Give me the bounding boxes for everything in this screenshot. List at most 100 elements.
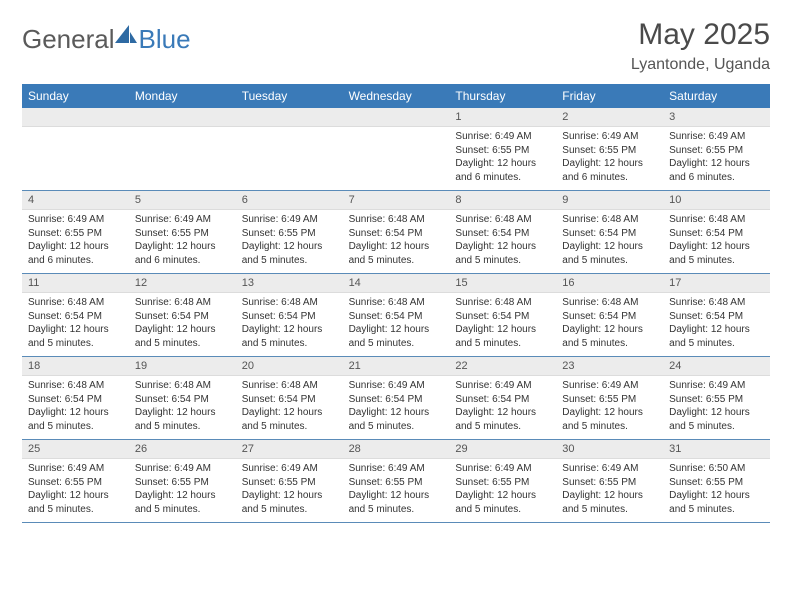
daylight-text: Daylight: 12 hours and 6 minutes.: [135, 240, 230, 267]
date-number: 22: [449, 357, 556, 375]
date-number: 1: [449, 108, 556, 126]
sunset-text: Sunset: 6:54 PM: [135, 310, 230, 324]
sunset-text: Sunset: 6:54 PM: [562, 227, 657, 241]
day-header-row: Sunday Monday Tuesday Wednesday Thursday…: [22, 84, 770, 108]
calendar-cell: 12Sunrise: 6:48 AMSunset: 6:54 PMDayligh…: [129, 274, 236, 356]
sunrise-text: Sunrise: 6:49 AM: [455, 379, 550, 393]
date-number: 26: [129, 440, 236, 458]
daylight-text: Daylight: 12 hours and 5 minutes.: [349, 240, 444, 267]
date-number: [236, 108, 343, 126]
sunset-text: Sunset: 6:54 PM: [28, 310, 123, 324]
calendar-cell: 13Sunrise: 6:48 AMSunset: 6:54 PMDayligh…: [236, 274, 343, 356]
sun-info: Sunrise: 6:49 AMSunset: 6:55 PMDaylight:…: [22, 210, 129, 269]
calendar-cell: 26Sunrise: 6:49 AMSunset: 6:55 PMDayligh…: [129, 440, 236, 522]
sunset-text: Sunset: 6:55 PM: [349, 476, 444, 490]
daylight-text: Daylight: 12 hours and 5 minutes.: [455, 323, 550, 350]
sunset-text: Sunset: 6:54 PM: [455, 227, 550, 241]
calendar-cell: 17Sunrise: 6:48 AMSunset: 6:54 PMDayligh…: [663, 274, 770, 356]
calendar-cell: 19Sunrise: 6:48 AMSunset: 6:54 PMDayligh…: [129, 357, 236, 439]
date-number: 7: [343, 191, 450, 209]
sunrise-text: Sunrise: 6:48 AM: [562, 213, 657, 227]
sunrise-text: Sunrise: 6:48 AM: [28, 296, 123, 310]
daylight-text: Daylight: 12 hours and 6 minutes.: [28, 240, 123, 267]
calendar-cell: 22Sunrise: 6:49 AMSunset: 6:54 PMDayligh…: [449, 357, 556, 439]
logo-word1: General: [22, 24, 115, 55]
week-row: 25Sunrise: 6:49 AMSunset: 6:55 PMDayligh…: [22, 440, 770, 523]
sun-info: Sunrise: 6:49 AMSunset: 6:55 PMDaylight:…: [449, 127, 556, 186]
calendar-cell: 18Sunrise: 6:48 AMSunset: 6:54 PMDayligh…: [22, 357, 129, 439]
date-number: 18: [22, 357, 129, 375]
daylight-text: Daylight: 12 hours and 5 minutes.: [349, 489, 444, 516]
sun-info: Sunrise: 6:48 AMSunset: 6:54 PMDaylight:…: [343, 210, 450, 269]
date-number: 27: [236, 440, 343, 458]
sun-info: Sunrise: 6:49 AMSunset: 6:55 PMDaylight:…: [236, 459, 343, 518]
calendar-cell: 29Sunrise: 6:49 AMSunset: 6:55 PMDayligh…: [449, 440, 556, 522]
page-title: May 2025: [631, 18, 770, 52]
sun-info: Sunrise: 6:49 AMSunset: 6:55 PMDaylight:…: [663, 376, 770, 435]
calendar-cell: [129, 108, 236, 190]
sun-info: Sunrise: 6:50 AMSunset: 6:55 PMDaylight:…: [663, 459, 770, 518]
date-number: 9: [556, 191, 663, 209]
sunrise-text: Sunrise: 6:48 AM: [349, 213, 444, 227]
daylight-text: Daylight: 12 hours and 5 minutes.: [349, 406, 444, 433]
date-number: 16: [556, 274, 663, 292]
daylight-text: Daylight: 12 hours and 6 minutes.: [562, 157, 657, 184]
date-number: 20: [236, 357, 343, 375]
daylight-text: Daylight: 12 hours and 5 minutes.: [562, 489, 657, 516]
date-number: 21: [343, 357, 450, 375]
date-number: 23: [556, 357, 663, 375]
sun-info: Sunrise: 6:48 AMSunset: 6:54 PMDaylight:…: [129, 293, 236, 352]
weeks-container: 1Sunrise: 6:49 AMSunset: 6:55 PMDaylight…: [22, 108, 770, 523]
sun-info: Sunrise: 6:49 AMSunset: 6:55 PMDaylight:…: [343, 459, 450, 518]
sunset-text: Sunset: 6:54 PM: [28, 393, 123, 407]
sunrise-text: Sunrise: 6:49 AM: [28, 462, 123, 476]
calendar-cell: 11 Sunrise: 6:48 AMSunset: 6:54 PMDayligh…: [22, 274, 129, 356]
calendar-cell: 23Sunrise: 6:49 AMSunset: 6:55 PMDayligh…: [556, 357, 663, 439]
daylight-text: Daylight: 12 hours and 5 minutes.: [349, 323, 444, 350]
daylight-text: Daylight: 12 hours and 5 minutes.: [135, 489, 230, 516]
calendar-cell: 6Sunrise: 6:49 AMSunset: 6:55 PMDaylight…: [236, 191, 343, 273]
sun-info: Sunrise: 6:49 AMSunset: 6:54 PMDaylight:…: [449, 376, 556, 435]
sun-info: Sunrise: 6:48 AMSunset: 6:54 PMDaylight:…: [556, 293, 663, 352]
daylight-text: Daylight: 12 hours and 5 minutes.: [455, 240, 550, 267]
sun-info: Sunrise: 6:49 AMSunset: 6:55 PMDaylight:…: [22, 459, 129, 518]
daylight-text: Daylight: 12 hours and 5 minutes.: [242, 240, 337, 267]
sunrise-text: Sunrise: 6:48 AM: [562, 296, 657, 310]
calendar-cell: 3Sunrise: 6:49 AMSunset: 6:55 PMDaylight…: [663, 108, 770, 190]
sunrise-text: Sunrise: 6:48 AM: [28, 379, 123, 393]
day-header-thu: Thursday: [449, 84, 556, 108]
date-number: 15: [449, 274, 556, 292]
sun-info: Sunrise: 6:49 AMSunset: 6:55 PMDaylight:…: [129, 210, 236, 269]
sun-info: Sunrise: 6:48 AMSunset: 6:54 PMDaylight:…: [449, 210, 556, 269]
daylight-text: Daylight: 12 hours and 5 minutes.: [135, 323, 230, 350]
date-number: 11: [22, 274, 129, 292]
sunset-text: Sunset: 6:54 PM: [242, 310, 337, 324]
calendar-cell: 14Sunrise: 6:48 AMSunset: 6:54 PMDayligh…: [343, 274, 450, 356]
calendar-cell: 24Sunrise: 6:49 AMSunset: 6:55 PMDayligh…: [663, 357, 770, 439]
date-number: 10: [663, 191, 770, 209]
logo-sail-icon: [115, 25, 137, 43]
sunset-text: Sunset: 6:55 PM: [455, 144, 550, 158]
sunrise-text: Sunrise: 6:48 AM: [349, 296, 444, 310]
page-subtitle: Lyantonde, Uganda: [631, 56, 770, 74]
sunrise-text: Sunrise: 6:49 AM: [669, 379, 764, 393]
sunrise-text: Sunrise: 6:48 AM: [455, 296, 550, 310]
sunrise-text: Sunrise: 6:48 AM: [669, 296, 764, 310]
sun-info: Sunrise: 6:48 AMSunset: 6:54 PMDaylight:…: [236, 293, 343, 352]
daylight-text: Daylight: 12 hours and 5 minutes.: [28, 323, 123, 350]
sunset-text: Sunset: 6:55 PM: [669, 144, 764, 158]
sunrise-text: Sunrise: 6:50 AM: [669, 462, 764, 476]
sunrise-text: Sunrise: 6:49 AM: [28, 213, 123, 227]
sunrise-text: Sunrise: 6:49 AM: [562, 130, 657, 144]
sunrise-text: Sunrise: 6:49 AM: [669, 130, 764, 144]
date-number: 5: [129, 191, 236, 209]
sunrise-text: Sunrise: 6:49 AM: [242, 213, 337, 227]
date-number: 25: [22, 440, 129, 458]
calendar-cell: 15Sunrise: 6:48 AMSunset: 6:54 PMDayligh…: [449, 274, 556, 356]
sunrise-text: Sunrise: 6:49 AM: [562, 379, 657, 393]
week-row: 1Sunrise: 6:49 AMSunset: 6:55 PMDaylight…: [22, 108, 770, 191]
calendar-cell: 2Sunrise: 6:49 AMSunset: 6:55 PMDaylight…: [556, 108, 663, 190]
sunset-text: Sunset: 6:54 PM: [669, 310, 764, 324]
daylight-text: Daylight: 12 hours and 5 minutes.: [242, 323, 337, 350]
daylight-text: Daylight: 12 hours and 5 minutes.: [135, 406, 230, 433]
